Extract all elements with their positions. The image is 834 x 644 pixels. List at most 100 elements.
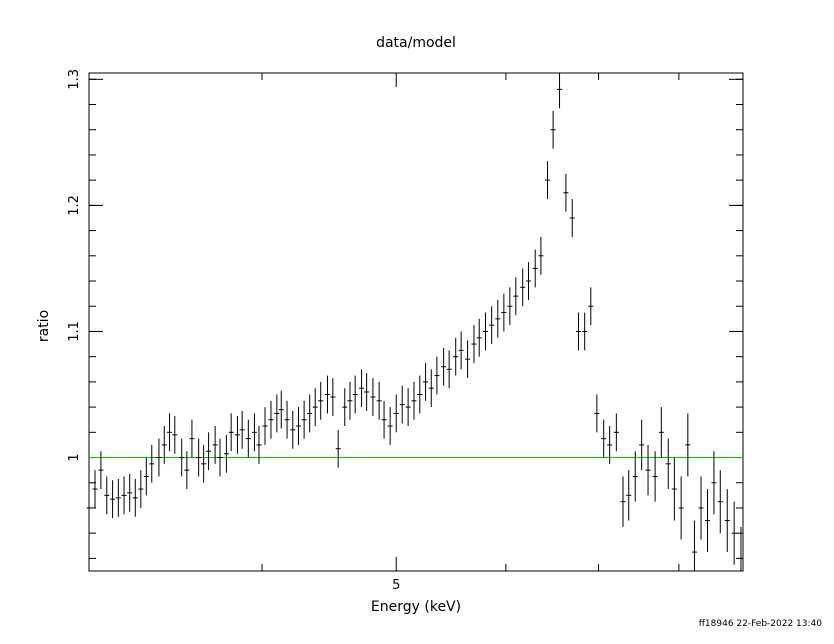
data-point xyxy=(632,451,638,502)
data-point xyxy=(223,434,229,473)
data-point xyxy=(251,413,257,452)
data-point xyxy=(167,413,173,452)
data-point xyxy=(399,385,405,424)
data-point xyxy=(724,489,730,553)
data-point xyxy=(342,388,348,427)
data-point xyxy=(685,413,691,477)
data-point xyxy=(513,277,519,316)
data-point xyxy=(557,73,563,109)
data-point xyxy=(330,378,336,416)
data-point xyxy=(411,381,417,420)
data-point xyxy=(607,426,613,464)
chart-title: data/model xyxy=(376,35,456,51)
data-point xyxy=(671,457,677,521)
data-point xyxy=(184,451,190,490)
data-point xyxy=(550,110,556,149)
data-point xyxy=(569,199,575,237)
y-tick-label: 1.2 xyxy=(67,195,82,216)
data-point xyxy=(278,390,284,429)
data-point xyxy=(110,480,116,519)
data-point xyxy=(501,293,507,332)
data-point xyxy=(370,378,376,416)
data-point xyxy=(507,287,513,326)
x-axis-label: Energy (keV) xyxy=(371,599,461,615)
data-point xyxy=(256,426,262,464)
data-point xyxy=(446,350,452,389)
data-point xyxy=(376,381,382,420)
data-point xyxy=(274,394,280,433)
data-point xyxy=(268,400,274,439)
x-tick-label: 5 xyxy=(392,578,400,593)
data-point xyxy=(318,381,324,420)
data-point xyxy=(563,173,569,212)
data-point xyxy=(359,369,365,408)
data-point xyxy=(179,438,185,477)
data-point xyxy=(428,369,434,408)
data-point xyxy=(495,299,501,338)
data-point xyxy=(307,394,313,433)
y-axis-ticks: 1 1.1 1.2 1.3 xyxy=(67,69,743,559)
data-point xyxy=(104,476,110,515)
data-point xyxy=(489,306,495,345)
data-point xyxy=(92,470,98,508)
data-point xyxy=(228,413,234,452)
data-point xyxy=(441,347,447,386)
data-point xyxy=(665,438,671,490)
data-point xyxy=(423,362,429,401)
data-point xyxy=(352,375,358,414)
data-point xyxy=(393,394,399,433)
data-point xyxy=(217,438,223,477)
data-point xyxy=(482,312,488,351)
data-point xyxy=(538,236,544,275)
data-point xyxy=(594,394,600,433)
data-point xyxy=(582,312,588,351)
data-point xyxy=(731,501,737,565)
data-point xyxy=(639,419,645,471)
data-point xyxy=(705,489,711,553)
data-point xyxy=(290,410,296,449)
y-tick-label: 1.1 xyxy=(67,321,82,342)
data-point xyxy=(711,451,717,515)
data-point xyxy=(234,415,240,454)
data-point xyxy=(127,473,133,512)
data-point xyxy=(206,432,212,471)
data-point xyxy=(658,407,664,458)
data-point xyxy=(691,520,697,571)
y-axis-label: ratio xyxy=(36,310,52,342)
data-point xyxy=(476,318,482,357)
data-point xyxy=(601,419,607,458)
data-point xyxy=(620,476,626,527)
data-point xyxy=(738,526,744,571)
data-point xyxy=(471,325,477,363)
data-point xyxy=(138,470,144,508)
data-point xyxy=(132,478,138,517)
data-point xyxy=(347,381,353,420)
data-point xyxy=(417,375,423,414)
data-point xyxy=(678,476,684,540)
data-point xyxy=(698,476,704,540)
data-point xyxy=(161,426,167,464)
data-point xyxy=(544,161,550,200)
data-point xyxy=(525,262,531,300)
data-point xyxy=(575,312,581,351)
data-point xyxy=(381,400,387,439)
data-point xyxy=(196,438,202,477)
data-point xyxy=(295,407,301,445)
data-point xyxy=(201,444,207,483)
data-point xyxy=(284,400,290,439)
data-point xyxy=(532,249,538,288)
y-tick-label: 1.3 xyxy=(67,69,82,90)
data-point xyxy=(364,373,370,411)
data-point xyxy=(121,476,127,515)
data-point xyxy=(301,400,307,439)
data-point xyxy=(717,470,723,534)
data-point xyxy=(324,375,330,414)
data-point xyxy=(652,451,658,502)
data-point xyxy=(405,388,411,427)
data-point xyxy=(312,388,318,427)
data-point xyxy=(156,438,162,477)
data-point xyxy=(143,457,149,496)
data-point xyxy=(262,407,268,445)
data-point xyxy=(172,415,178,454)
